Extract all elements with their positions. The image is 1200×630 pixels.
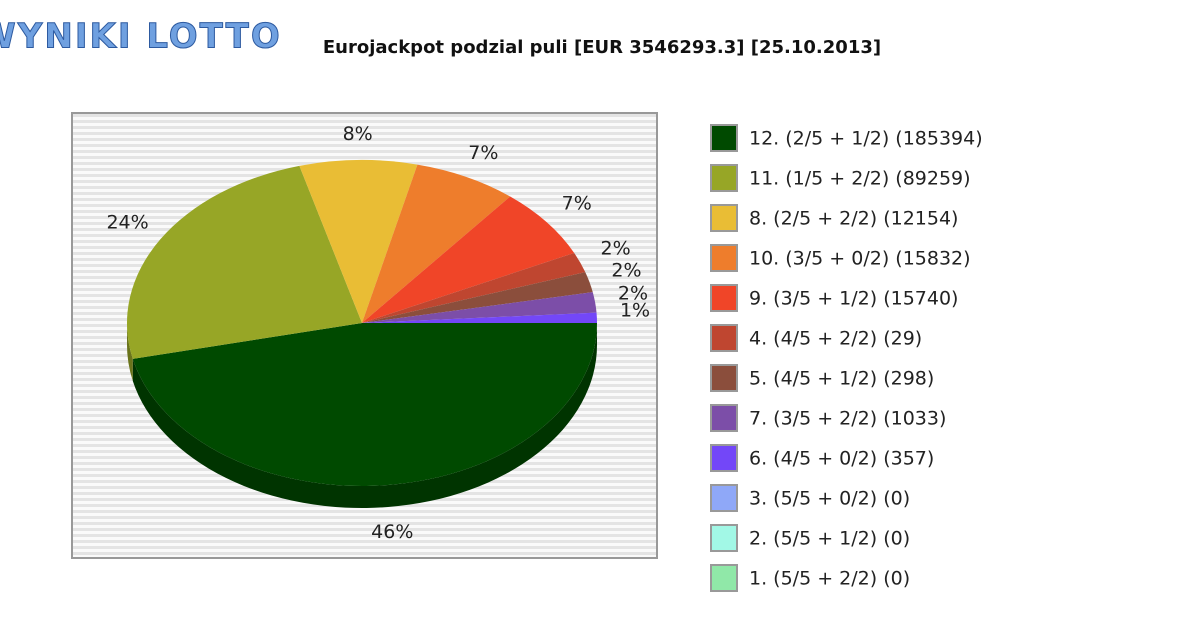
pie-slice — [362, 312, 597, 323]
pie-slice — [132, 323, 598, 486]
legend: 12. (2/5 + 1/2) (185394) 11. (1/5 + 2/2) … — [710, 124, 983, 592]
legend-swatch — [710, 444, 738, 472]
data-label: 8% — [343, 123, 373, 145]
pie: 46%24%8%7%7%2%2%2%1% — [106, 123, 650, 543]
legend-label: 5. (4/5 + 1/2) (298) — [749, 368, 934, 390]
data-label: 2% — [618, 282, 648, 304]
legend-swatch — [710, 204, 738, 232]
data-label: 46% — [371, 521, 413, 543]
data-label: 24% — [106, 212, 148, 234]
legend-swatch — [710, 564, 738, 592]
legend-label: 4. (4/5 + 2/2) (29) — [749, 328, 922, 350]
data-label: 2% — [611, 260, 641, 282]
legend-swatch — [710, 404, 738, 432]
data-label: 1% — [620, 300, 650, 322]
pie-side — [127, 323, 133, 381]
legend-label: 2. (5/5 + 1/2) (0) — [749, 528, 910, 550]
legend-label: 3. (5/5 + 0/2) (0) — [749, 488, 910, 510]
pie-slice — [362, 164, 511, 323]
legend-label: 1. (5/5 + 2/2) (0) — [749, 568, 910, 590]
legend-swatch — [710, 484, 738, 512]
logo: WYNIKI LOTTO — [0, 17, 282, 57]
legend-label: 6. (4/5 + 0/2) (357) — [749, 448, 934, 470]
legend-swatch — [710, 164, 738, 192]
pie-slice — [127, 165, 362, 359]
legend-label: 7. (3/5 + 2/2) (1033) — [749, 408, 946, 430]
pie-slice — [362, 196, 575, 323]
data-label: 7% — [468, 142, 498, 164]
legend-swatch — [710, 524, 738, 552]
legend-swatch — [710, 324, 738, 352]
legend-label: 9. (3/5 + 1/2) (15740) — [749, 288, 958, 310]
legend-label: 10. (3/5 + 0/2) (15832) — [749, 248, 971, 270]
chart-title: Eurojackpot podzial puli [EUR 3546293.3]… — [323, 37, 881, 58]
pie-slice — [299, 159, 418, 323]
legend-swatch — [710, 124, 738, 152]
legend-swatch — [710, 364, 738, 392]
legend-label: 12. (2/5 + 1/2) (185394) — [749, 128, 983, 150]
pie-sides — [127, 323, 598, 508]
data-label: 2% — [601, 238, 631, 260]
pie-slice — [362, 292, 597, 323]
legend-label: 11. (1/5 + 2/2) (89259) — [749, 168, 971, 190]
data-label: 7% — [562, 193, 592, 215]
legend-swatch — [710, 244, 738, 272]
legend-label: 8. (2/5 + 2/2) (12154) — [749, 208, 958, 230]
pie-slice — [362, 272, 593, 323]
pie-slice — [362, 252, 586, 323]
legend-swatch — [710, 284, 738, 312]
